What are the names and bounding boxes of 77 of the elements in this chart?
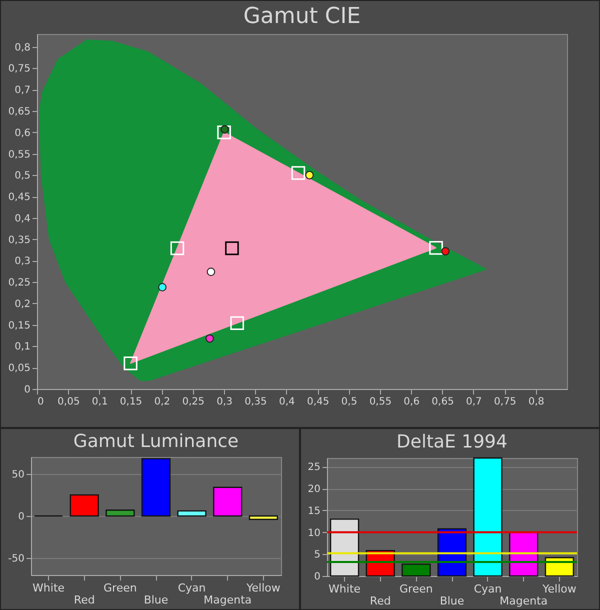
y-tick-label: 50 [12,469,24,480]
y-tick-label: 10 [308,528,320,539]
chart-title: Gamut Luminance [73,431,239,452]
point [230,316,244,330]
x-tick-label: Magenta [500,594,548,608]
point [305,170,314,180]
y-tick-label: 0,4 [14,213,30,224]
y-tick-label: 0,6 [14,128,30,139]
x-tick-label: Red [370,594,391,608]
x-tick-label: 0,65 [432,396,454,408]
y-tick-label: 0,65 [8,106,30,118]
x-tick-label: Yellow [542,582,576,596]
x-tick-label: Magenta [204,594,252,606]
x-tick-label: 0,35 [244,396,267,408]
chart-title: DeltaE 1994 [396,431,508,452]
y-tick-label: 0,3 [14,256,30,268]
y-tick-label: 5 [314,550,320,561]
y-tick-label: 0,1 [14,342,30,353]
y-tick-label: 0,45 [8,192,30,204]
bar [106,510,135,517]
point [124,356,138,370]
y-tick-label: 0,75 [8,64,30,75]
y-tick-label: 0,2 [14,298,30,310]
y-tick-label: 0,5 [14,170,30,182]
chart-title: Gamut CIE [243,4,361,29]
bar [141,458,171,517]
point [217,126,231,140]
y-tick-label: 15 [308,506,320,517]
y-tick-label: 0 [18,512,24,522]
x-tick-label: Green [104,582,137,594]
y-tick-label: 0,05 [8,363,30,374]
bar [213,486,242,517]
y-tick-label: 0,15 [8,320,30,332]
point [206,334,214,343]
x-tick-label: 0,7 [466,396,482,408]
x-tick-label: White [32,582,65,594]
x-tick-label: 0,1 [92,396,108,408]
point [429,240,443,255]
y-tick-label: 0,7 [14,85,30,96]
x-tick-label: Green [400,582,433,596]
x-tick-label: 0,05 [58,396,80,408]
x-tick-label: 0,3 [216,396,233,408]
point [225,241,239,256]
bar [70,494,99,517]
x-tick-label: 0,15 [120,396,142,408]
x-tick-label: 0,2 [154,396,170,408]
point [170,241,184,256]
x-tick-label: Red [74,594,95,606]
x-tick-label: 0,55 [369,396,392,408]
point [291,166,306,180]
y-tick-label: 25 [308,462,320,474]
x-tick-label: 0,25 [182,396,205,408]
point [441,247,450,256]
x-tick-label: 0,4 [278,396,295,408]
y-tick-label: 20 [308,484,320,496]
x-tick-label: Blue [440,594,464,608]
y-tick-label: 0,35 [8,234,30,246]
x-tick-label: Blue [144,594,168,606]
x-tick-label: Cyan [178,582,206,594]
point [158,283,167,292]
bar [473,457,502,577]
y-tick-label: 0 [314,572,320,582]
x-tick-label: Cyan [474,582,502,596]
bar [177,510,206,517]
x-tick-label: 0,75 [494,396,516,408]
y-tick-label: 0,8 [14,42,30,54]
y-tick-label: -50 [8,554,24,565]
x-tick-label: 0,5 [341,396,358,408]
bar [248,515,278,520]
x-tick-label: 0,6 [404,396,420,408]
y-tick-label: 0,25 [8,278,30,289]
x-tick-label: Yellow [246,582,280,594]
y-tick-label: 0 [24,384,30,396]
x-tick-label: 0 [38,396,44,408]
y-tick-label: 0,55 [8,149,30,160]
x-tick-label: 0,8 [528,396,544,408]
x-tick-label: White [328,582,361,596]
